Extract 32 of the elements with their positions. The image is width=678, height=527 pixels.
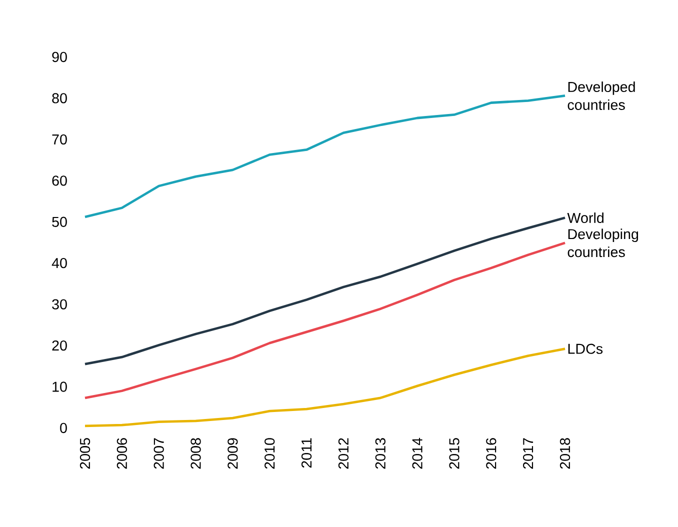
x-tick-label: 2016 <box>486 438 496 469</box>
y-tick-label: 60 <box>52 176 67 186</box>
series-label: Developing countries <box>568 228 638 258</box>
x-tick-label: 2009 <box>228 438 238 469</box>
y-tick-label: 30 <box>52 299 67 310</box>
x-tick-label: 2013 <box>375 438 386 469</box>
y-tick-label: 20 <box>52 340 67 351</box>
y-tick-label: 90 <box>52 52 67 62</box>
line-series <box>84 348 566 428</box>
x-tick-label: 2012 <box>338 438 349 469</box>
x-tick-label: 2008 <box>190 438 201 469</box>
y-tick-label: 40 <box>52 258 67 268</box>
series-label: LDCs <box>568 344 603 354</box>
series-label: Developed countries <box>568 82 635 110</box>
x-tick-label: 2006 <box>116 438 128 469</box>
x-tick-label: 2014 <box>412 438 422 469</box>
x-tick-label: 2007 <box>154 438 164 469</box>
x-tick-label: 2010 <box>264 438 275 469</box>
y-tick-label: 70 <box>52 134 67 145</box>
y-tick-label: 80 <box>52 93 67 104</box>
x-tick-label: 2017 <box>523 438 534 469</box>
line-series <box>84 94 566 218</box>
x-tick-label: 2005 <box>80 438 90 469</box>
y-tick-label: 50 <box>52 216 67 227</box>
series-label: World <box>567 212 604 224</box>
y-tick-label: 0 <box>60 422 67 434</box>
line-series <box>84 216 566 366</box>
x-tick-label: 2011 <box>301 438 312 468</box>
x-tick-label: 2018 <box>560 438 570 469</box>
line-series <box>84 242 566 400</box>
y-tick-label: 10 <box>52 382 67 392</box>
x-tick-label: 2015 <box>449 438 460 469</box>
